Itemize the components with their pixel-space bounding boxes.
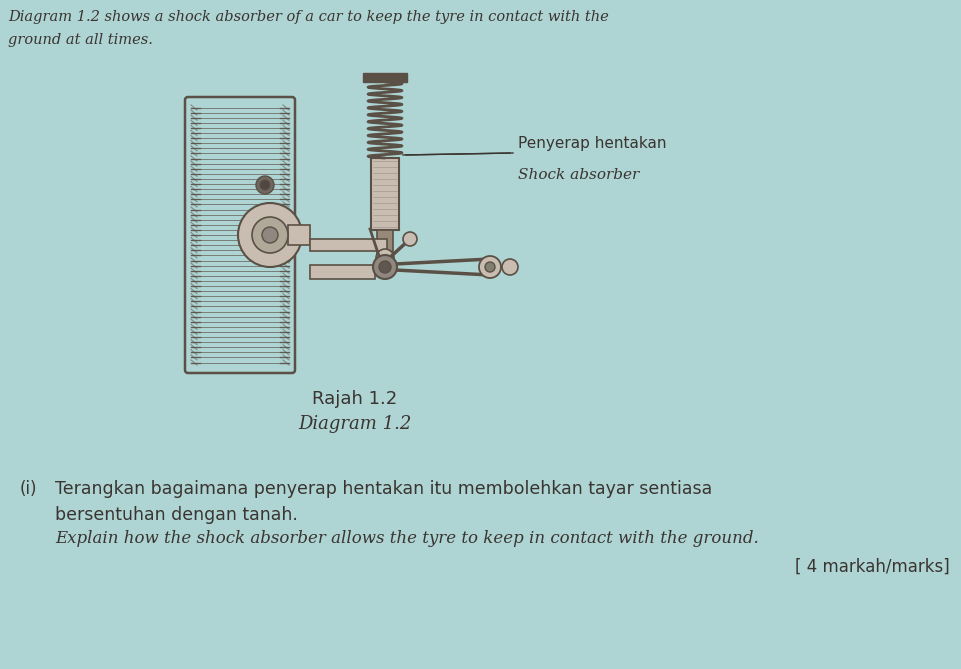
Text: Explain how the shock absorber allows the tyre to keep in contact with the groun: Explain how the shock absorber allows th… bbox=[55, 530, 758, 547]
Circle shape bbox=[256, 176, 274, 194]
Circle shape bbox=[479, 256, 501, 278]
Circle shape bbox=[502, 259, 517, 275]
Bar bbox=[371, 158, 399, 230]
Text: bersentuhan dengan tanah.: bersentuhan dengan tanah. bbox=[55, 506, 298, 524]
Circle shape bbox=[261, 227, 278, 243]
Text: Rajah 1.2: Rajah 1.2 bbox=[312, 390, 397, 408]
Circle shape bbox=[252, 217, 287, 253]
Text: Penyerap hentakan: Penyerap hentakan bbox=[517, 136, 666, 151]
Circle shape bbox=[379, 261, 390, 273]
Bar bbox=[287, 225, 309, 245]
Circle shape bbox=[259, 180, 270, 190]
Bar bbox=[309, 239, 386, 251]
Bar bbox=[362, 73, 407, 82]
Circle shape bbox=[237, 203, 302, 267]
Circle shape bbox=[403, 232, 416, 246]
Text: [ 4 markah/marks]: [ 4 markah/marks] bbox=[795, 558, 949, 576]
Text: Diagram 1.2: Diagram 1.2 bbox=[298, 415, 411, 433]
Text: ground at all times.: ground at all times. bbox=[8, 33, 153, 47]
Bar bbox=[309, 265, 375, 279]
Text: (i): (i) bbox=[20, 480, 37, 498]
Circle shape bbox=[484, 262, 495, 272]
Bar bbox=[377, 230, 393, 258]
Circle shape bbox=[376, 249, 394, 267]
Text: Shock absorber: Shock absorber bbox=[517, 168, 639, 182]
Text: Terangkan bagaimana penyerap hentakan itu membolehkan tayar sentiasa: Terangkan bagaimana penyerap hentakan it… bbox=[55, 480, 711, 498]
Text: Diagram 1.2 shows a shock absorber of a car to keep the tyre in contact with the: Diagram 1.2 shows a shock absorber of a … bbox=[8, 10, 608, 24]
Circle shape bbox=[373, 255, 397, 279]
